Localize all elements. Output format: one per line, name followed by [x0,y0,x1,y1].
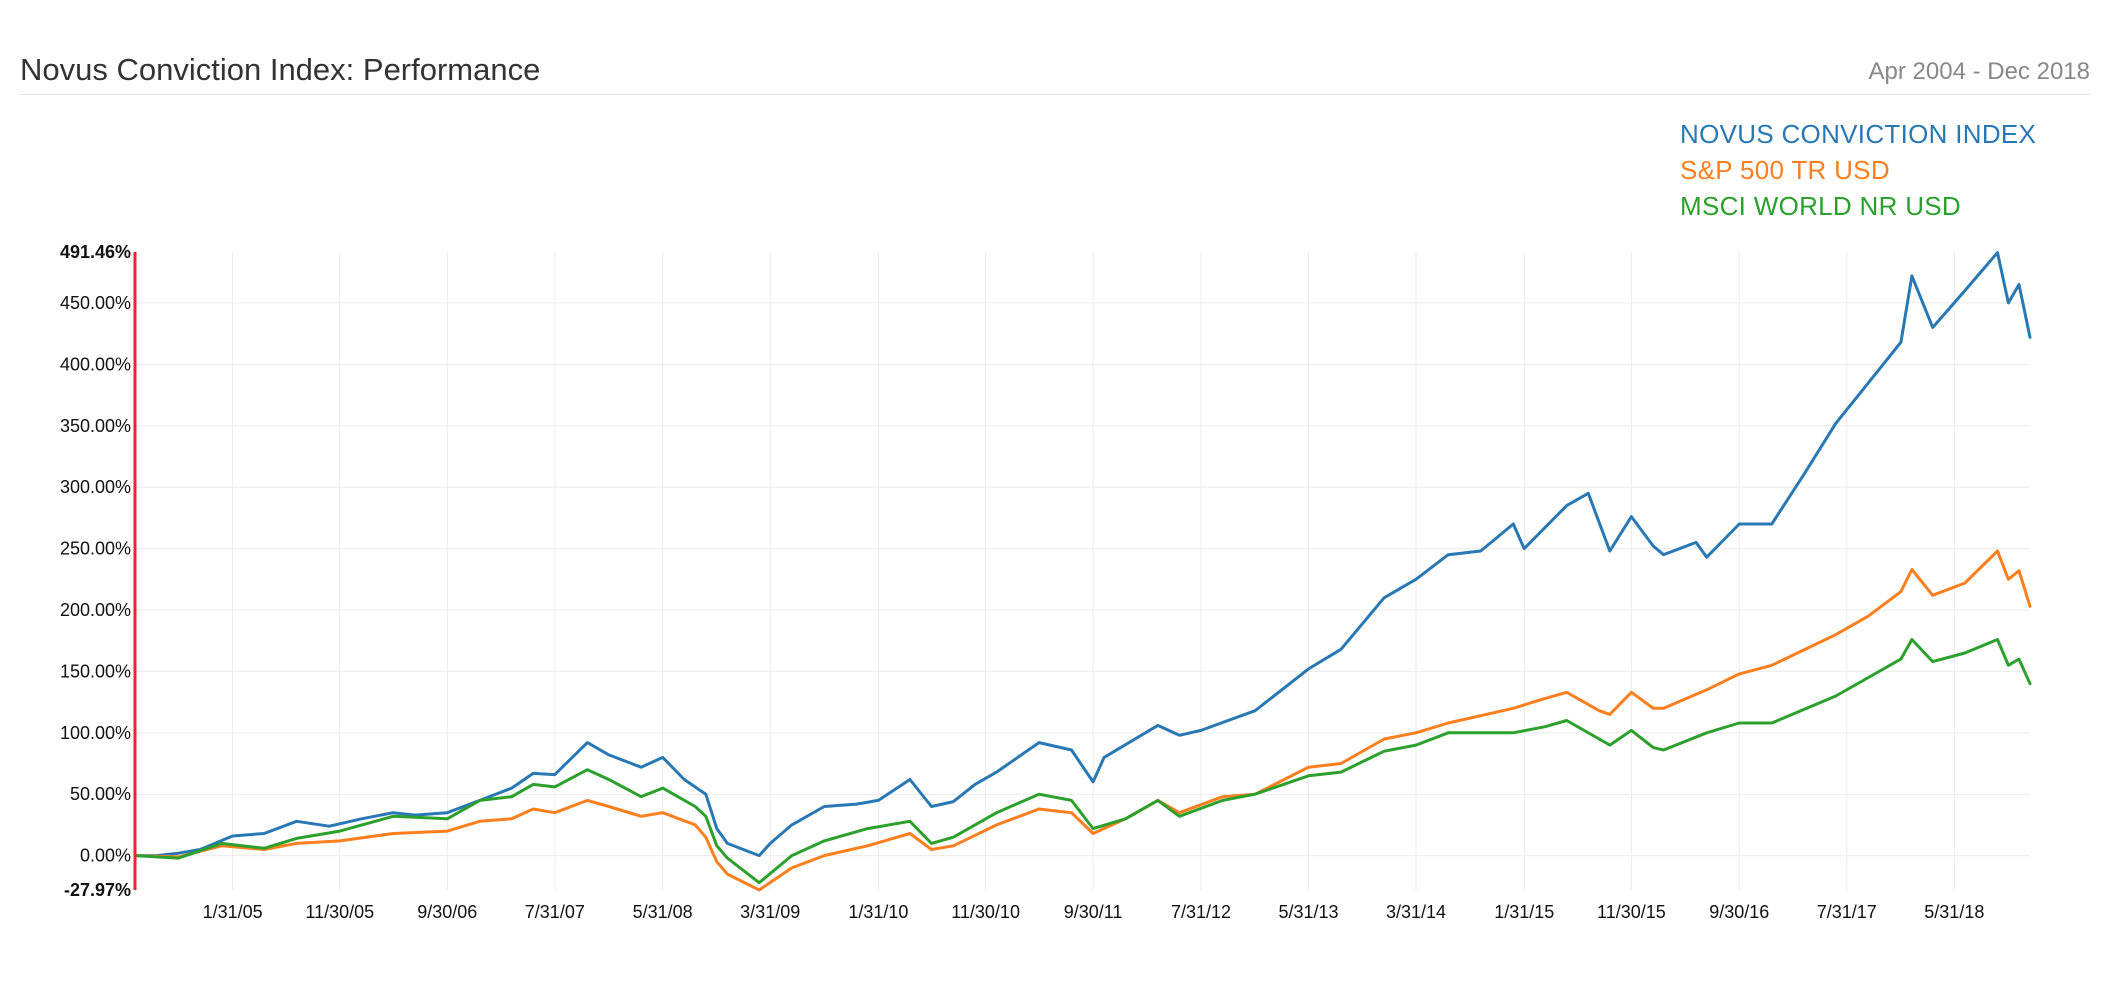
x-tick-label: 1/31/10 [848,902,908,922]
legend-item-msci[interactable]: MSCI WORLD NR USD [1680,191,1961,221]
date-range-label: Apr 2004 - Dec 2018 [1868,58,2090,85]
x-tick-label: 5/31/18 [1924,902,1984,922]
x-tick-label: 7/31/07 [525,902,585,922]
x-tick-label: 7/31/12 [1171,902,1231,922]
series-line-sp500[interactable] [133,549,2032,892]
y-tick-label: 491.46% [60,242,131,262]
y-tick-label: 150.00% [60,661,131,681]
x-tick-label: 3/31/09 [740,902,800,922]
y-tick-label: 400.00% [60,354,131,374]
x-tick-label: 1/31/05 [203,902,263,922]
x-tick-label: 5/31/08 [633,902,693,922]
y-tick-label: -27.97% [64,880,131,900]
y-tick-label: 0.00% [80,846,131,866]
series-line-novus[interactable] [133,251,2032,858]
x-tick-label: 3/31/14 [1386,902,1446,922]
x-tick-label: 11/30/10 [951,902,1020,922]
x-tick-label: 11/30/15 [1597,902,1666,922]
y-tick-label: 300.00% [60,477,131,497]
chart-header: Novus Conviction Index: Performance Apr … [20,48,2090,95]
y-tick-label: 450.00% [60,293,131,313]
legend-item-novus[interactable]: NOVUS CONVICTION INDEX [1680,119,2037,149]
x-tick-label: 7/31/17 [1817,902,1877,922]
y-tick-label: 250.00% [60,539,131,559]
y-tick-label: 200.00% [60,600,131,620]
y-tick-label: 100.00% [60,723,131,743]
x-tick-label: 9/30/16 [1709,902,1769,922]
x-tick-label: 9/30/11 [1064,902,1123,922]
series-line-msci[interactable] [133,638,2032,885]
legend-item-sp500[interactable]: S&P 500 TR USD [1680,155,1890,185]
page-title: Novus Conviction Index: Performance [20,52,541,87]
y-tick-label: 50.00% [70,784,131,804]
x-tick-label: 9/30/06 [417,902,477,922]
x-tick-label: 11/30/05 [305,902,374,922]
y-tick-label: 350.00% [60,416,131,436]
x-tick-label: 5/31/13 [1278,902,1338,922]
chart-legend: NOVUS CONVICTION INDEX S&P 500 TR USD MS… [1680,116,2036,224]
x-tick-label: 1/31/15 [1494,902,1554,922]
